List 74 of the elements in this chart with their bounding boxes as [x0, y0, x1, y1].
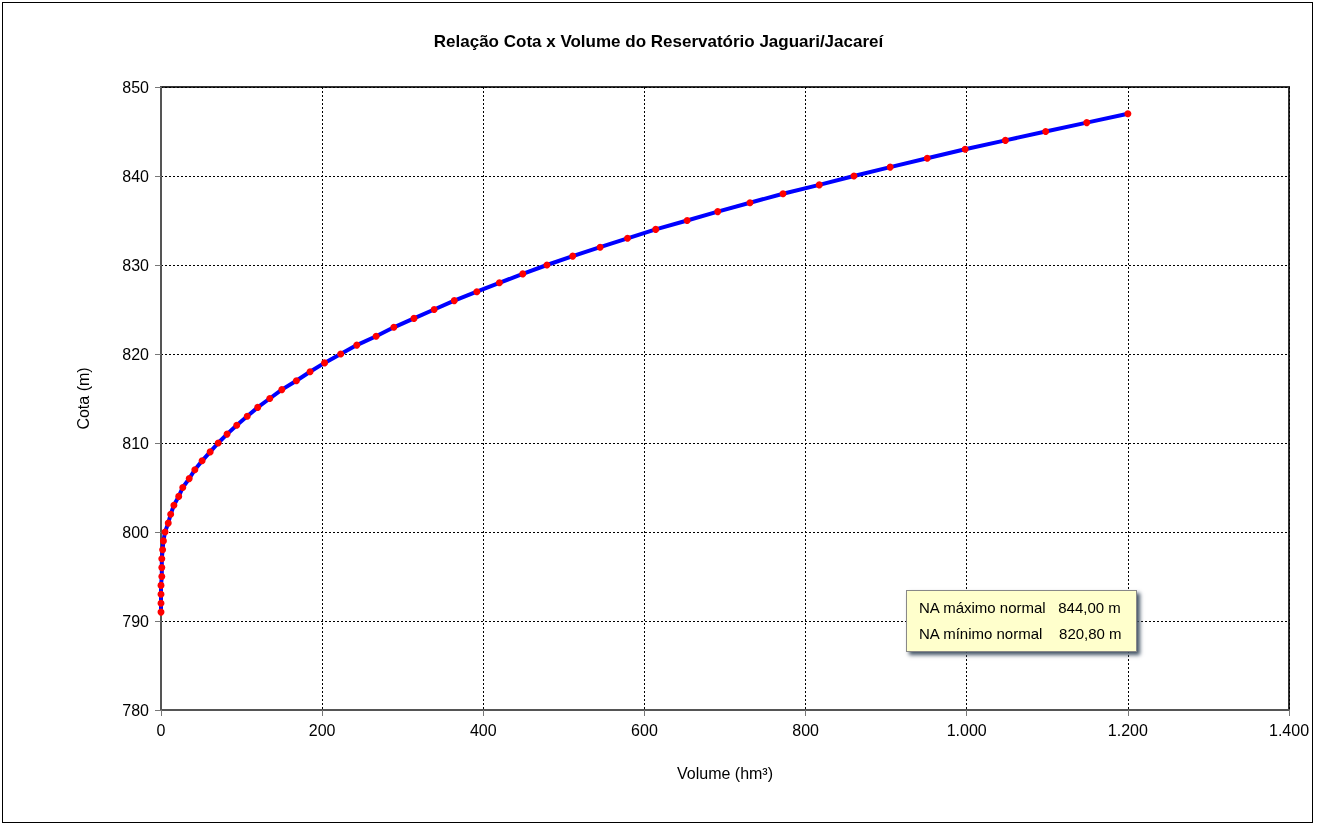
point [214, 439, 222, 447]
y-tick-label: 790 [122, 612, 150, 630]
point [233, 421, 241, 429]
point [886, 163, 894, 171]
x-tick-label: 200 [308, 721, 336, 739]
annotation: NA máximo normal 844,00 m [919, 598, 1122, 618]
point [292, 377, 300, 385]
point [266, 395, 274, 402]
point [430, 306, 438, 313]
x-tick-label: 600 [631, 721, 658, 739]
point [450, 297, 458, 305]
point [278, 386, 286, 394]
y-tick-label: 780 [122, 701, 150, 719]
note-box: NA máximo normal 844,00 m NA mínimo normal 820,80 m [906, 590, 1137, 652]
point [815, 181, 823, 189]
point [159, 546, 167, 554]
point [337, 350, 345, 358]
y-axis-title: Cota (m) [74, 367, 92, 430]
y-tick-label: 820 [122, 345, 150, 363]
point [519, 270, 527, 278]
point [1083, 119, 1091, 127]
point [175, 492, 183, 500]
x-tick-label: 1.000 [946, 721, 987, 739]
point [167, 510, 175, 518]
point [1124, 110, 1132, 118]
point [683, 217, 691, 224]
point [243, 412, 251, 420]
point [410, 314, 418, 322]
point [624, 234, 632, 242]
y-tick-label: 800 [122, 523, 150, 541]
x-axis-title: Volume (hm³) [676, 764, 774, 782]
point [596, 243, 604, 251]
chart-title: Relação Cota x Volume do Reservatório Jaguari/Jacareí [433, 32, 885, 51]
point [206, 448, 214, 456]
point [923, 154, 931, 162]
point [306, 368, 314, 376]
point [164, 519, 172, 527]
point [569, 252, 577, 260]
x-tick-label: 800 [792, 721, 820, 739]
point [254, 403, 262, 411]
point [779, 190, 787, 198]
point [1001, 136, 1009, 144]
point [157, 599, 165, 607]
annotation: NA mínimo normal 820,80 m [919, 624, 1122, 644]
point [652, 225, 660, 233]
y-tick-label: 840 [122, 167, 150, 185]
point [390, 323, 398, 331]
point [495, 279, 503, 287]
x-tick-label: 0 [156, 721, 166, 739]
x-tick-label: 400 [469, 721, 497, 739]
point [746, 199, 754, 207]
point [372, 332, 380, 340]
point [170, 501, 178, 509]
point [157, 581, 165, 589]
point [198, 457, 206, 465]
point [157, 590, 165, 598]
point [473, 288, 481, 296]
point [185, 475, 193, 483]
point [714, 208, 722, 216]
x-tick-label: 1.400 [1268, 721, 1310, 739]
point [158, 564, 166, 572]
point [191, 466, 199, 474]
y-tick-label: 830 [122, 256, 150, 274]
x-tick-label: 1.200 [1107, 721, 1148, 739]
point [179, 484, 187, 491]
point [353, 341, 361, 349]
y-tick-label: 850 [122, 78, 150, 96]
point [1042, 128, 1050, 135]
point [961, 145, 969, 153]
point [158, 573, 166, 580]
point [321, 359, 329, 367]
y-tick-label: 810 [122, 434, 150, 452]
point [158, 555, 166, 563]
point [159, 537, 167, 545]
